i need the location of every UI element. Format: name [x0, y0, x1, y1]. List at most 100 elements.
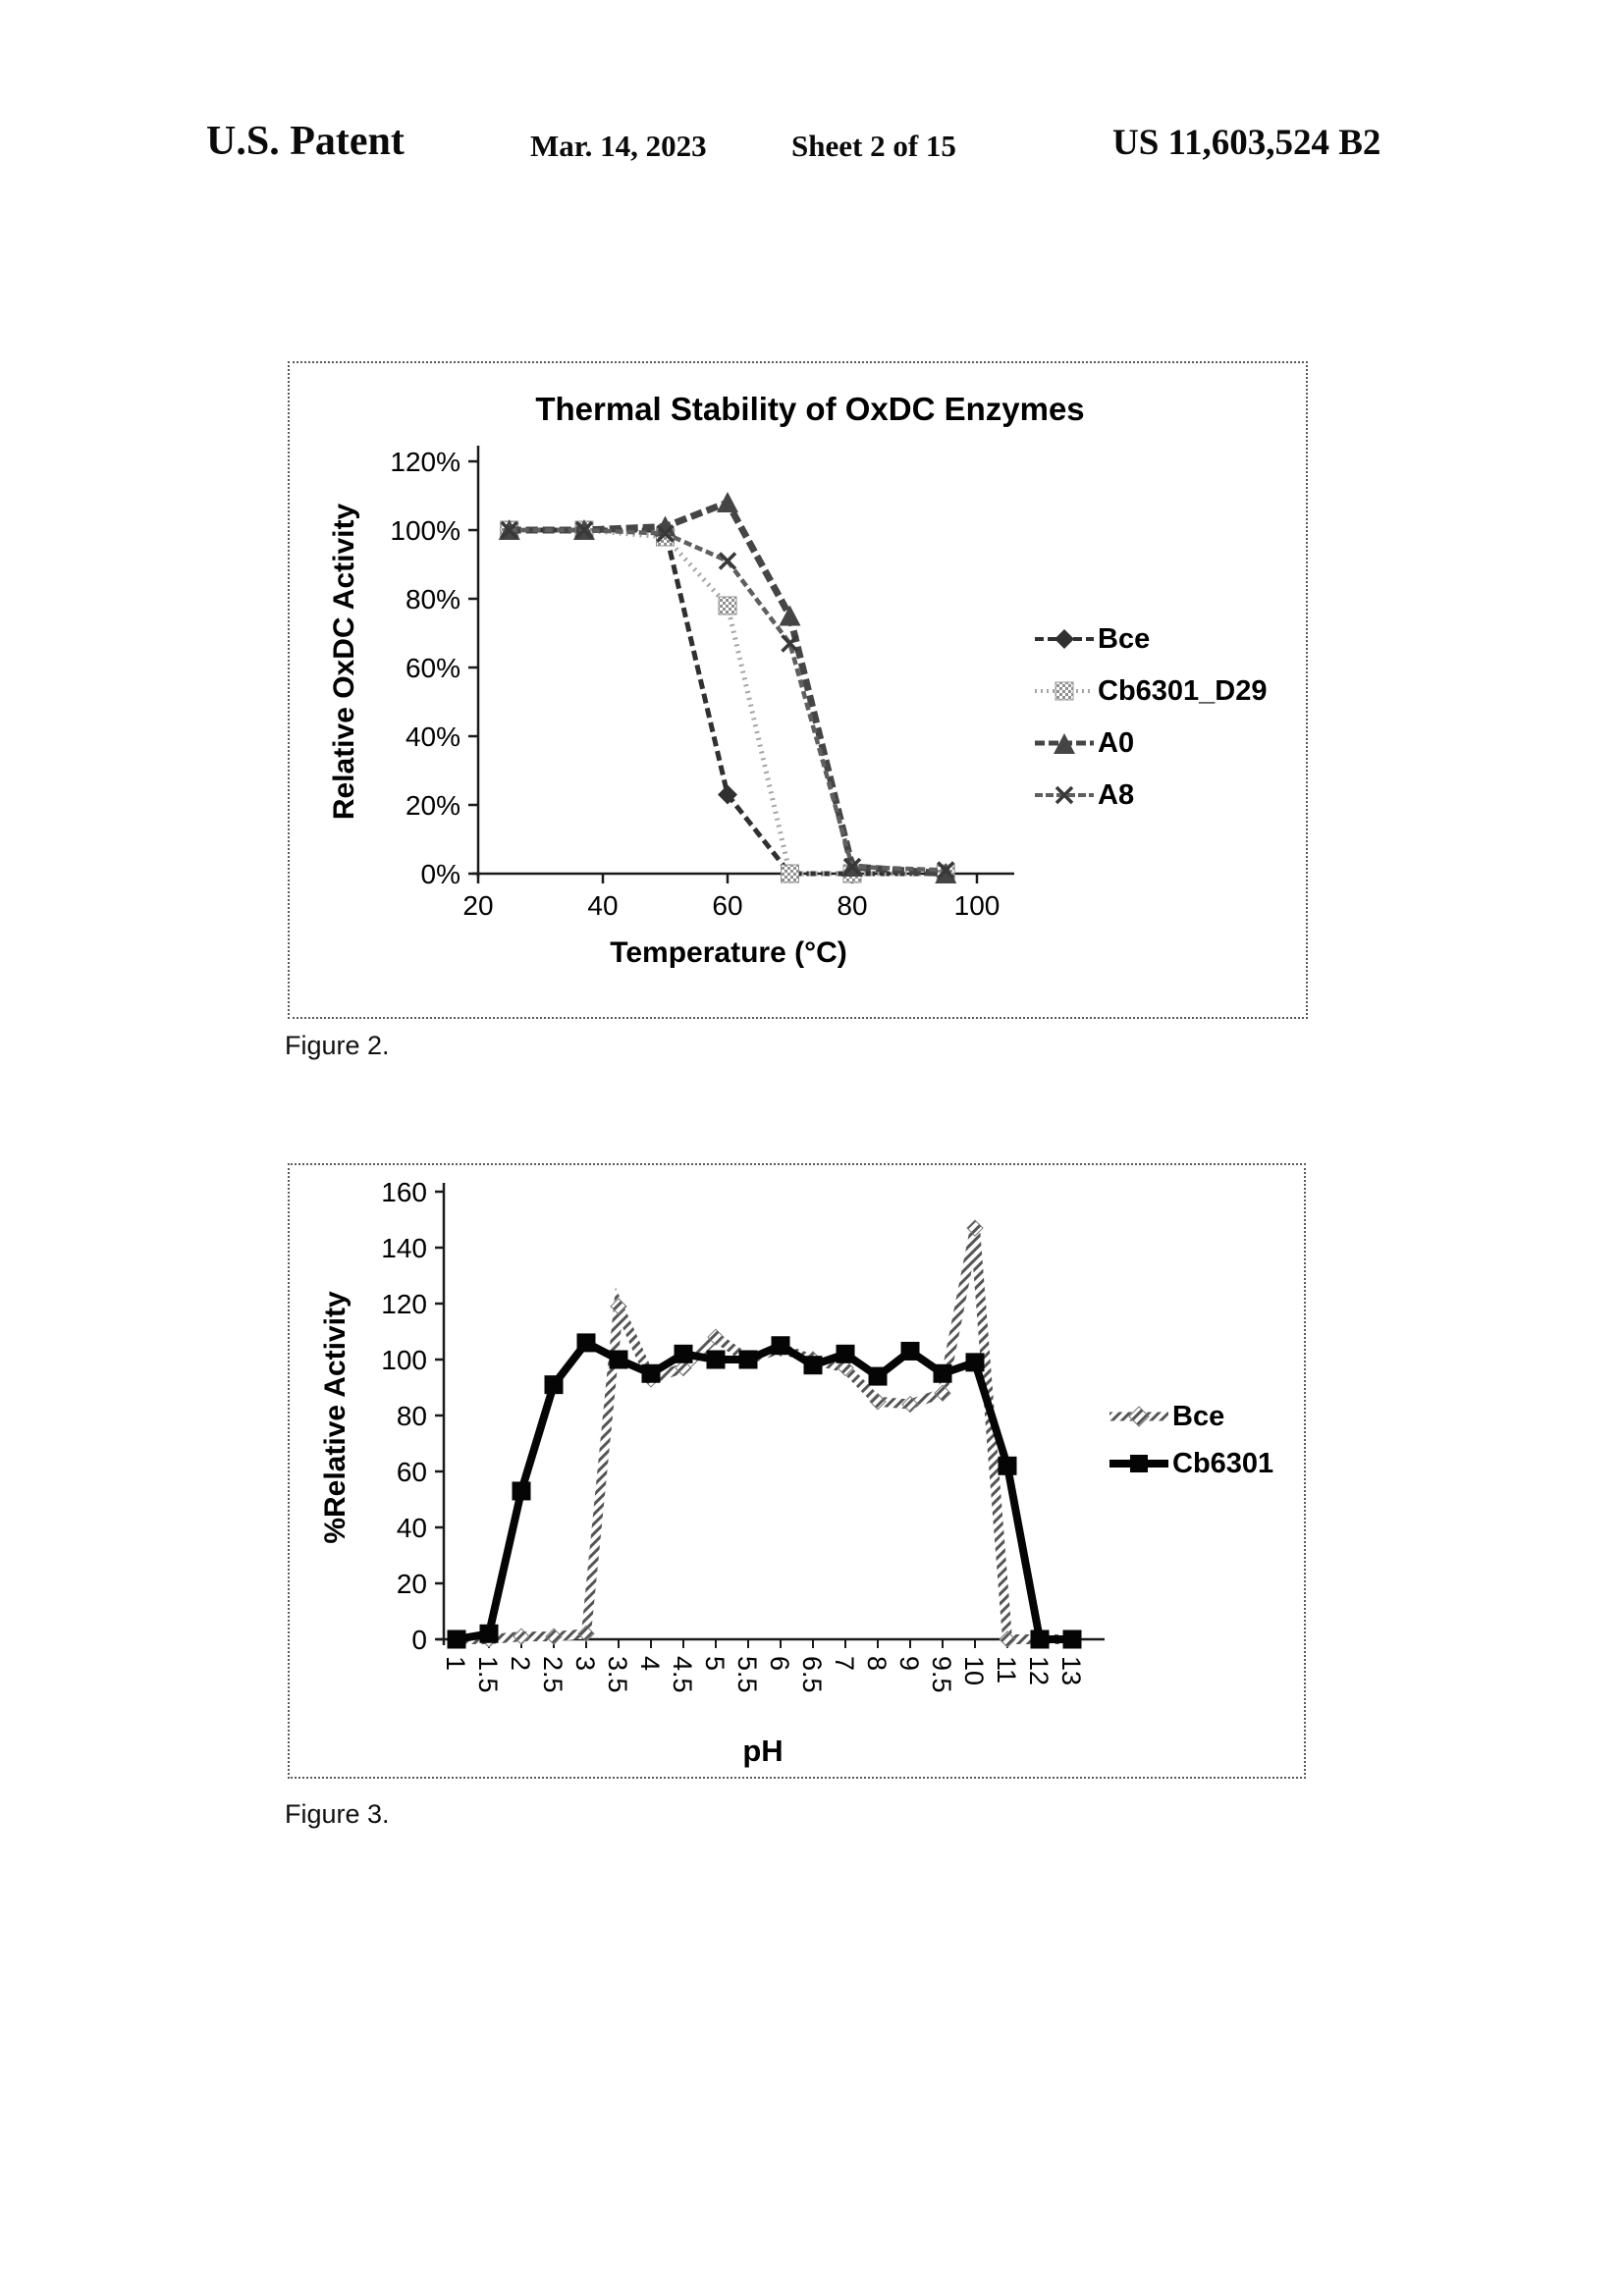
fig2-x-tick-label: 40: [587, 890, 618, 921]
fig3-series-Cb6301-marker: [447, 1629, 466, 1649]
figure3-x-axis-label: pH: [742, 1734, 784, 1768]
a0-series-icon: [1035, 733, 1094, 754]
figure3-chart: 0 20 40 60 80 100 120 140 160 1 1.5 2 2.5 3 3.5 4 4.5 5 5.…: [381, 1177, 1105, 1693]
fig2-series-A8-marker: [656, 524, 675, 543]
figure3-box: 0 20 40 60 80 100 120 140 160 1 1.5 2 2.5 3 3.5 4 4.5 5 5.…: [288, 1163, 1306, 1779]
fig2-series-Cb6301_D29-marker: [781, 864, 799, 883]
figure2-caption: Figure 2.: [285, 1031, 390, 1060]
fig3-x-tick-label: 6.5: [797, 1656, 827, 1693]
figure2-box: 0% 20% 40% 60% 80% 100% 120% 20 40 60 80 100 Therma…: [288, 361, 1308, 1019]
fig3-x-tick-label: 3.5: [603, 1656, 632, 1693]
patent-header-date: Mar. 14, 2023: [530, 129, 707, 163]
fig3-series-Cb6301-marker: [868, 1366, 888, 1386]
fig2-y-tick-label: 100%: [390, 515, 460, 546]
a8-series-icon: [1035, 785, 1094, 805]
fig2-series-A8-marker: [574, 520, 594, 540]
fig3-y-tick-label: 80: [397, 1401, 427, 1431]
fig3-x-tick-label: 4.5: [668, 1656, 697, 1693]
fig3-series-Cb6301-marker: [674, 1344, 693, 1363]
fig3-series-Bce-marker: [707, 1328, 725, 1346]
fig3-x-tick-label: 2.5: [538, 1656, 568, 1693]
figure2-legend: Bce Cb6301_D29: [1033, 622, 1268, 811]
fig3-series-Cb6301-marker: [512, 1481, 531, 1501]
fig3-x-tick-label: 2: [506, 1656, 535, 1671]
figure3-y-axis-label: %Relative Activity: [319, 1291, 352, 1544]
fig3-series-Bce-marker: [545, 1628, 563, 1645]
fig2-series-Bce-marker: [718, 784, 737, 805]
fig3-x-tick-label: 5: [700, 1656, 730, 1671]
fig3-x-tick-label: 1: [441, 1656, 470, 1671]
fig3-y-tick-label: 140: [381, 1233, 427, 1263]
figure3-caption: Figure 3.: [285, 1799, 390, 1829]
patent-header-title: U.S. Patent: [206, 119, 405, 164]
fig2-y-tick-label: 40%: [406, 721, 460, 752]
fig3-series-Cb6301-marker: [998, 1456, 1017, 1475]
fig2-series-A0-marker: [779, 605, 801, 626]
fig3-y-tick-label: 100: [381, 1345, 427, 1375]
fig2-series-A0-marker: [935, 863, 957, 883]
fig3-x-tick-label: 1.5: [473, 1656, 503, 1693]
fig3-x-tick-label: 8: [862, 1656, 892, 1671]
fig3-x-tick-label: 11: [992, 1656, 1021, 1683]
fig2-x-tick-label: 60: [712, 890, 742, 921]
fig2-y-tick-label: 0%: [421, 859, 460, 889]
fig3-x-tick-label: 3: [570, 1656, 600, 1671]
figure2-legend-entry-cb6301-d29: Cb6301_D29: [1033, 675, 1268, 707]
fig3-series-Cb6301-marker: [965, 1353, 985, 1372]
fig3-series-Bce-marker: [577, 1625, 595, 1643]
fig3-series-Cb6301-marker: [576, 1333, 596, 1353]
fig2-y-tick-label: 120%: [390, 447, 460, 477]
fig3-series-Bce-line: [457, 1227, 1072, 1644]
fig3-x-tick-label: 7: [830, 1656, 859, 1671]
fig2-series-Bce-line: [509, 527, 947, 877]
fig2-y-tick-label: 20%: [406, 790, 460, 821]
cb6301-d29-series-icon: [1035, 681, 1094, 701]
figure2-chart: 0% 20% 40% 60% 80% 100% 120% 20 40 60 80 100: [390, 446, 1014, 921]
fig2-x-tick-label: 80: [837, 890, 867, 921]
fig3-series-Cb6301-marker: [641, 1363, 661, 1383]
fig3-y-tick-label: 160: [381, 1177, 427, 1207]
fig2-y-tick-label: 80%: [406, 584, 460, 614]
fig2-series-A8-line: [509, 527, 947, 873]
fig3-y-tick-label: 120: [381, 1289, 427, 1319]
fig2-series-A8-marker: [781, 634, 799, 653]
figure2-legend-label-a0: A0: [1098, 726, 1135, 759]
fig3-y-tick-label: 20: [397, 1569, 427, 1599]
fig3-series-Cb6301-marker: [738, 1350, 758, 1369]
figure3-legend-entry-cb6301: Cb6301: [1108, 1448, 1273, 1479]
figure2-y-axis-label: Relative OxDC Activity: [328, 503, 360, 821]
fig3-series-Cb6301-marker: [1062, 1629, 1082, 1649]
figure2-x-axis-label: Temperature (°C): [610, 936, 847, 969]
fig3-series-Cb6301-marker: [609, 1350, 628, 1369]
patent-header-sheet: Sheet 2 of 15: [791, 129, 956, 163]
bce-hatched-series-icon: [1109, 1406, 1168, 1427]
fig3-series-Bce-marker: [610, 1298, 627, 1315]
figure3-legend-entry-bce: Bce: [1108, 1401, 1273, 1432]
figure2-legend-entry-a8: A8: [1033, 779, 1268, 811]
fig3-series-Cb6301-marker: [771, 1336, 790, 1356]
fig3-x-tick-label: 4: [635, 1656, 665, 1671]
fig3-series-Bce-marker: [869, 1393, 887, 1411]
fig3-series-Bce-marker: [513, 1628, 530, 1645]
figure2-chart-title: Thermal Stability of OxDC Enzymes: [535, 391, 1085, 427]
figure2-legend-label-a8: A8: [1098, 778, 1135, 811]
fig3-x-tick-label: 6: [765, 1656, 794, 1671]
fig3-series-Cb6301-marker: [479, 1624, 499, 1643]
fig3-x-tick-label: 9.5: [927, 1656, 956, 1693]
fig2-series-A8-marker: [500, 520, 518, 540]
fig2-series-A0-marker: [717, 492, 738, 512]
fig2-x-tick-label: 20: [462, 890, 493, 921]
fig3-series-Bce-marker: [999, 1630, 1016, 1648]
fig2-series-Cb6301_D29-marker: [718, 596, 737, 615]
fig3-series-Cb6301-marker: [803, 1356, 823, 1375]
fig3-x-tick-label: 13: [1056, 1656, 1086, 1685]
fig3-series-Cb6301-marker: [933, 1363, 952, 1383]
fig3-series-Bce-marker: [934, 1384, 951, 1402]
fig3-y-tick-label: 0: [411, 1625, 427, 1655]
fig2-x-tick-label: 100: [954, 890, 1001, 921]
figure2-legend-entry-a0: A0: [1033, 727, 1268, 759]
figure2-legend-label-bce: Bce: [1098, 622, 1151, 655]
fig3-series-Bce-marker: [966, 1219, 984, 1237]
figure3-legend: Bce Cb6301: [1108, 1401, 1273, 1479]
